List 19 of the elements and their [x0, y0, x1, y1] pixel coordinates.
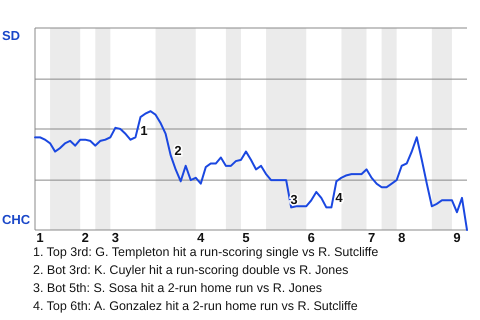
text: SD	[2, 28, 20, 43]
x-tick-label: 8	[398, 230, 406, 246]
annotation: 2	[174, 143, 182, 158]
x-tick-label: 4	[197, 230, 206, 246]
x-tick-label: 7	[368, 230, 376, 246]
text: 4. Top 6th: A. Gonzalez hit a 2-run home run vs R. Sutcliffe	[33, 299, 358, 313]
x-tick-label: 3	[112, 230, 119, 246]
x-tick-label: 2	[82, 230, 89, 246]
annotation: 3	[290, 192, 298, 207]
text: 3. Bot 5th: S. Sosa hit a 2-run home run vs R. Jones	[33, 281, 322, 295]
x-tick-label: 5	[242, 230, 250, 246]
x-tick-label: 6	[308, 230, 315, 246]
x-tick-label: 9	[453, 230, 461, 246]
annotation: 4	[335, 190, 344, 205]
x-tick-label: 1	[36, 230, 44, 246]
text: CHC	[2, 212, 31, 227]
annotation: 1	[140, 123, 148, 138]
text: 1. Top 3rd: G. Templeton hit a run-scoring single vs R. Sutcliffe	[33, 245, 378, 259]
text: 2. Bot 3rd: K. Cuyler hit a run-scoring double vs R. Jones	[33, 263, 348, 277]
